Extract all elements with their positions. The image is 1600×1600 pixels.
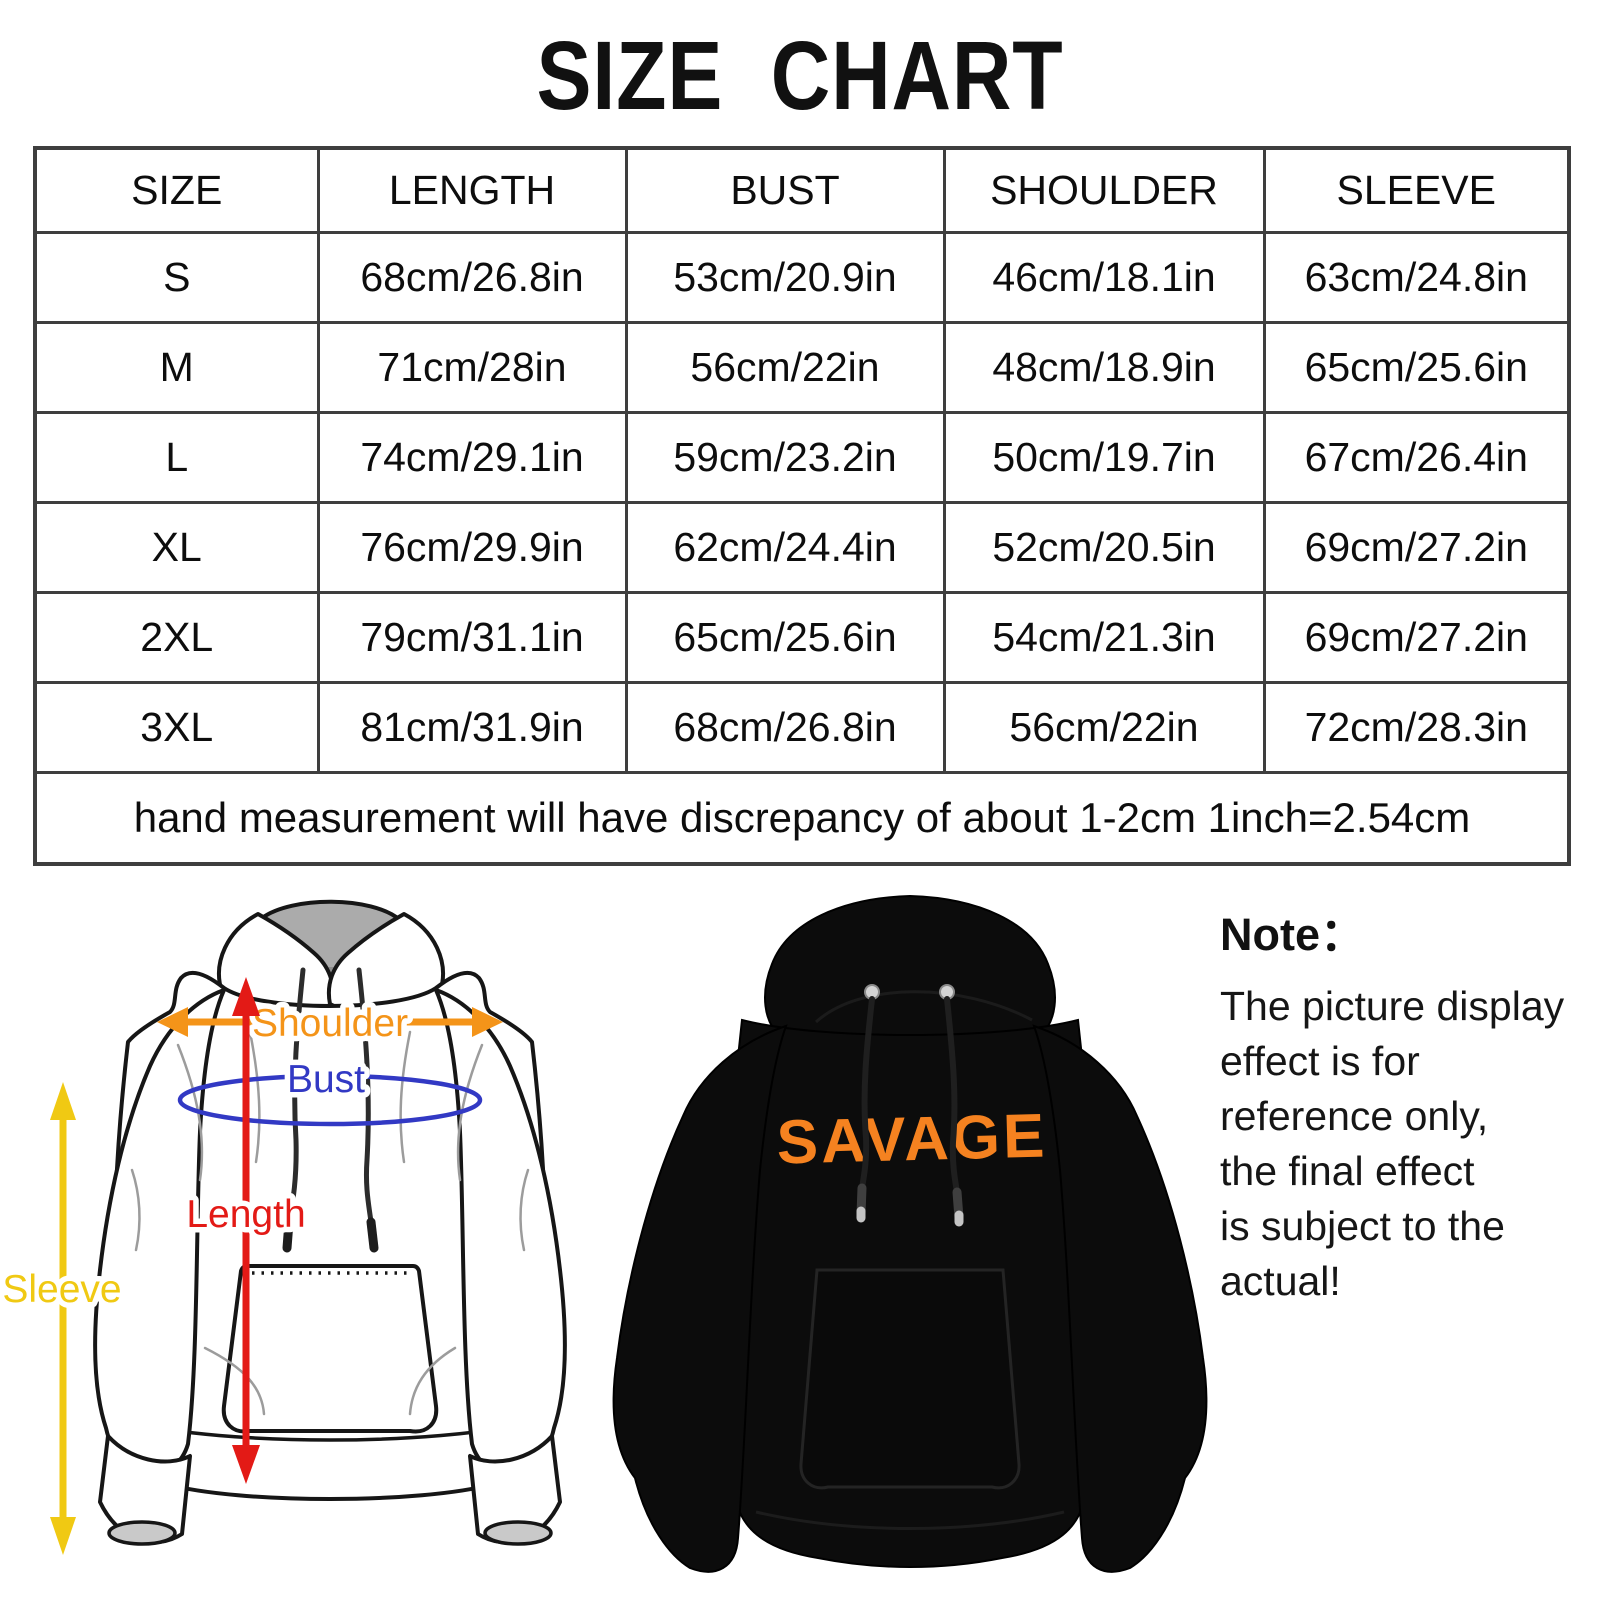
kangaroo-pocket <box>799 1268 1021 1490</box>
sleeve-arrow <box>50 1082 76 1555</box>
measurement-cell: 65cm/25.6in <box>1262 320 1571 414</box>
header-size: SIZE <box>33 146 320 234</box>
drawstring-right-aglet <box>366 1217 379 1253</box>
fold-line <box>130 1168 141 1252</box>
measurement-cell: 71cm/28in <box>316 320 628 414</box>
cuff-right-opening <box>483 1520 553 1546</box>
measurement-cell: 68cm/26.8in <box>316 230 628 324</box>
note-block: Note： The picture display effect is for … <box>1220 898 1600 1309</box>
fold-line <box>399 1030 412 1164</box>
cuff-left <box>98 1434 192 1545</box>
note-line: reference only, <box>1220 1093 1489 1139</box>
shoulder-label: Shoulder <box>252 1002 408 1045</box>
cuff-left-opening <box>107 1520 177 1546</box>
header-bust: BUST <box>624 146 946 234</box>
size-table: SIZE LENGTH BUST SHOULDER SLEEVE S 68cm/… <box>33 146 1571 866</box>
page-title: SIZE CHART <box>536 21 1064 130</box>
measurement-cell: 46cm/18.1in <box>942 230 1266 324</box>
table-footnote-row: hand measurement will have discrepancy o… <box>33 770 1571 866</box>
note-line: the final effect <box>1220 1148 1475 1194</box>
table-row: M 71cm/28in 56cm/22in 48cm/18.9in 65cm/2… <box>33 320 1571 414</box>
length-arrow <box>232 977 260 1484</box>
shoulder-arrow <box>157 1007 503 1037</box>
measurement-cell: 54cm/21.3in <box>942 590 1266 684</box>
measurement-cell: 76cm/29.9in <box>316 500 628 594</box>
note-line: actual! <box>1220 1258 1341 1304</box>
kangaroo-pocket <box>221 1264 439 1434</box>
header-shoulder: SHOULDER <box>942 146 1266 234</box>
measurement-cell: 67cm/26.4in <box>1262 410 1571 504</box>
table-row: L 74cm/29.1in 59cm/23.2in 50cm/19.7in 67… <box>33 410 1571 504</box>
sleeve-label: Sleeve <box>2 1268 121 1311</box>
measurement-cell: 50cm/19.7in <box>942 410 1266 504</box>
fold-line <box>248 1030 261 1164</box>
measurement-cell: 56cm/22in <box>624 320 946 414</box>
drawstring-right <box>356 967 374 1225</box>
note-line: The picture display <box>1220 983 1565 1029</box>
table-row: XL 76cm/29.9in 62cm/24.4in 52cm/20.5in 6… <box>33 500 1571 594</box>
sleeve-left <box>612 1024 788 1573</box>
table-row: 3XL 81cm/31.9in 68cm/26.8in 56cm/22in 72… <box>33 680 1571 774</box>
measurement-cell: 53cm/20.9in <box>624 230 946 324</box>
bust-ellipse <box>177 1073 483 1127</box>
sleeve-right <box>1032 1024 1208 1573</box>
hood <box>764 894 1056 1049</box>
drawstring-left <box>859 996 875 1191</box>
drawstring-left <box>286 967 306 1225</box>
fold-line <box>456 1043 484 1182</box>
measurement-cell: 74cm/29.1in <box>316 410 628 504</box>
drawstring-right <box>944 996 960 1195</box>
table-row: S 68cm/26.8in 53cm/20.9in 46cm/18.1in 63… <box>33 230 1571 324</box>
savage-print: SAVAGE <box>776 1101 1048 1177</box>
header-length: LENGTH <box>316 146 628 234</box>
note-line: is subject to the <box>1220 1203 1505 1249</box>
table-header-row: SIZE LENGTH BUST SHOULDER SLEEVE <box>33 146 1571 234</box>
measurement-cell: 56cm/22in <box>942 680 1266 774</box>
note-title: Note： <box>1220 909 1365 960</box>
size-cell: L <box>33 410 320 504</box>
measurement-cell: 81cm/31.9in <box>316 680 628 774</box>
hood-fold <box>814 990 1033 1024</box>
table-row: 2XL 79cm/31.1in 65cm/25.6in 54cm/21.3in … <box>33 590 1571 684</box>
size-cell: XL <box>33 500 320 594</box>
fold-line <box>176 1043 204 1182</box>
size-cell: S <box>33 230 320 324</box>
fold-line <box>408 1346 457 1416</box>
bust-label: Bust <box>287 1058 365 1101</box>
measurement-cell: 69cm/27.2in <box>1262 590 1571 684</box>
length-label: Length <box>186 1193 305 1236</box>
measurement-cell: 62cm/24.4in <box>624 500 946 594</box>
measurement-cell: 68cm/26.8in <box>624 680 946 774</box>
measurement-cell: 59cm/23.2in <box>624 410 946 504</box>
size-cell: M <box>33 320 320 414</box>
measurement-cell: 63cm/24.8in <box>1262 230 1571 324</box>
measurement-cell: 72cm/28.3in <box>1262 680 1571 774</box>
measurement-diagram: Shoulder Bust Length Sleeve <box>0 899 567 1555</box>
measurement-cell: 65cm/25.6in <box>624 590 946 684</box>
measurement-cell: 52cm/20.5in <box>942 500 1266 594</box>
header-sleeve: SLEEVE <box>1262 146 1571 234</box>
fold-line <box>519 1168 530 1252</box>
drawstring-left-aglet <box>282 1217 294 1253</box>
product-image: SAVAGE <box>612 894 1208 1573</box>
hem-seam <box>755 1510 1065 1530</box>
size-cell: 3XL <box>33 680 320 774</box>
note-line: effect is for <box>1220 1038 1420 1084</box>
measurement-cell: 69cm/27.2in <box>1262 500 1571 594</box>
measurement-cell: 79cm/31.1in <box>316 590 628 684</box>
cuff-right <box>468 1434 562 1545</box>
measurement-cell: 48cm/18.9in <box>942 320 1266 414</box>
table-footnote: hand measurement will have discrepancy o… <box>33 770 1571 866</box>
size-cell: 2XL <box>33 590 320 684</box>
